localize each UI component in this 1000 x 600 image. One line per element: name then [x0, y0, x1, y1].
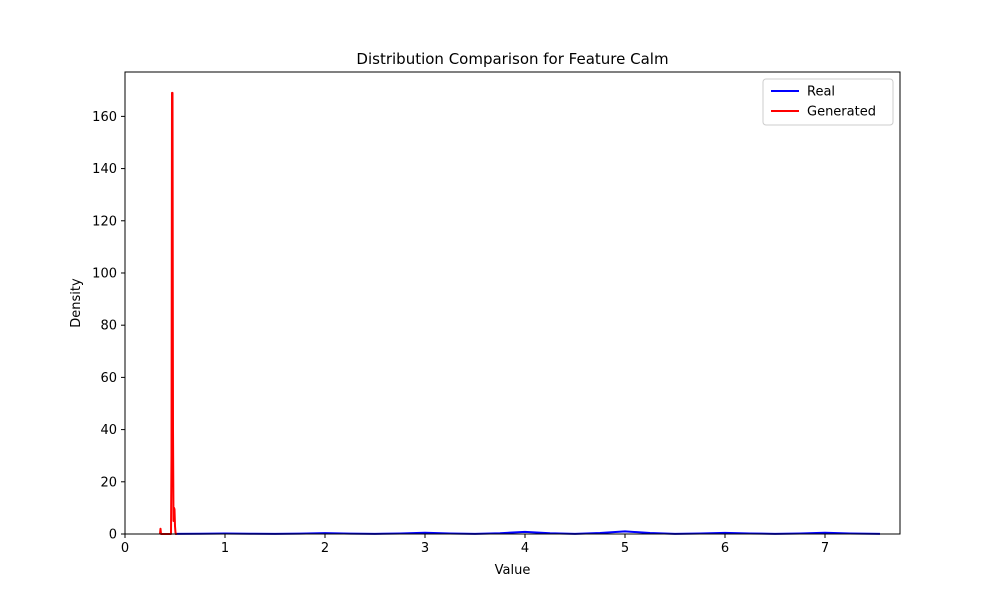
legend-label-real: Real: [807, 85, 835, 100]
x-tick-label: 1: [221, 541, 229, 556]
x-axis-label: Value: [495, 563, 531, 578]
y-tick-label: 160: [92, 110, 117, 125]
y-tick-label: 0: [109, 528, 117, 543]
x-tick-label: 5: [621, 541, 629, 556]
legend-label-generated: Generated: [807, 105, 876, 120]
chart-title: Distribution Comparison for Feature Calm: [356, 50, 668, 68]
x-tick-label: 2: [321, 541, 329, 556]
y-tick-label: 40: [100, 423, 117, 438]
y-axis-label: Density: [69, 278, 84, 328]
y-tick-label: 100: [92, 266, 117, 281]
plot-frame: [124, 71, 901, 535]
y-tick-label: 140: [92, 162, 117, 177]
x-tick-label: 6: [721, 541, 729, 556]
x-tick-label: 3: [421, 541, 429, 556]
y-tick-label: 20: [100, 475, 117, 490]
y-tick-label: 120: [92, 214, 117, 229]
x-tick-label: 0: [121, 541, 129, 556]
x-tick-label: 4: [521, 541, 529, 556]
y-tick-label: 80: [100, 319, 117, 334]
legend: Real Generated: [762, 78, 894, 126]
x-tick-label: 7: [821, 541, 829, 556]
y-tick-label: 60: [100, 371, 117, 386]
